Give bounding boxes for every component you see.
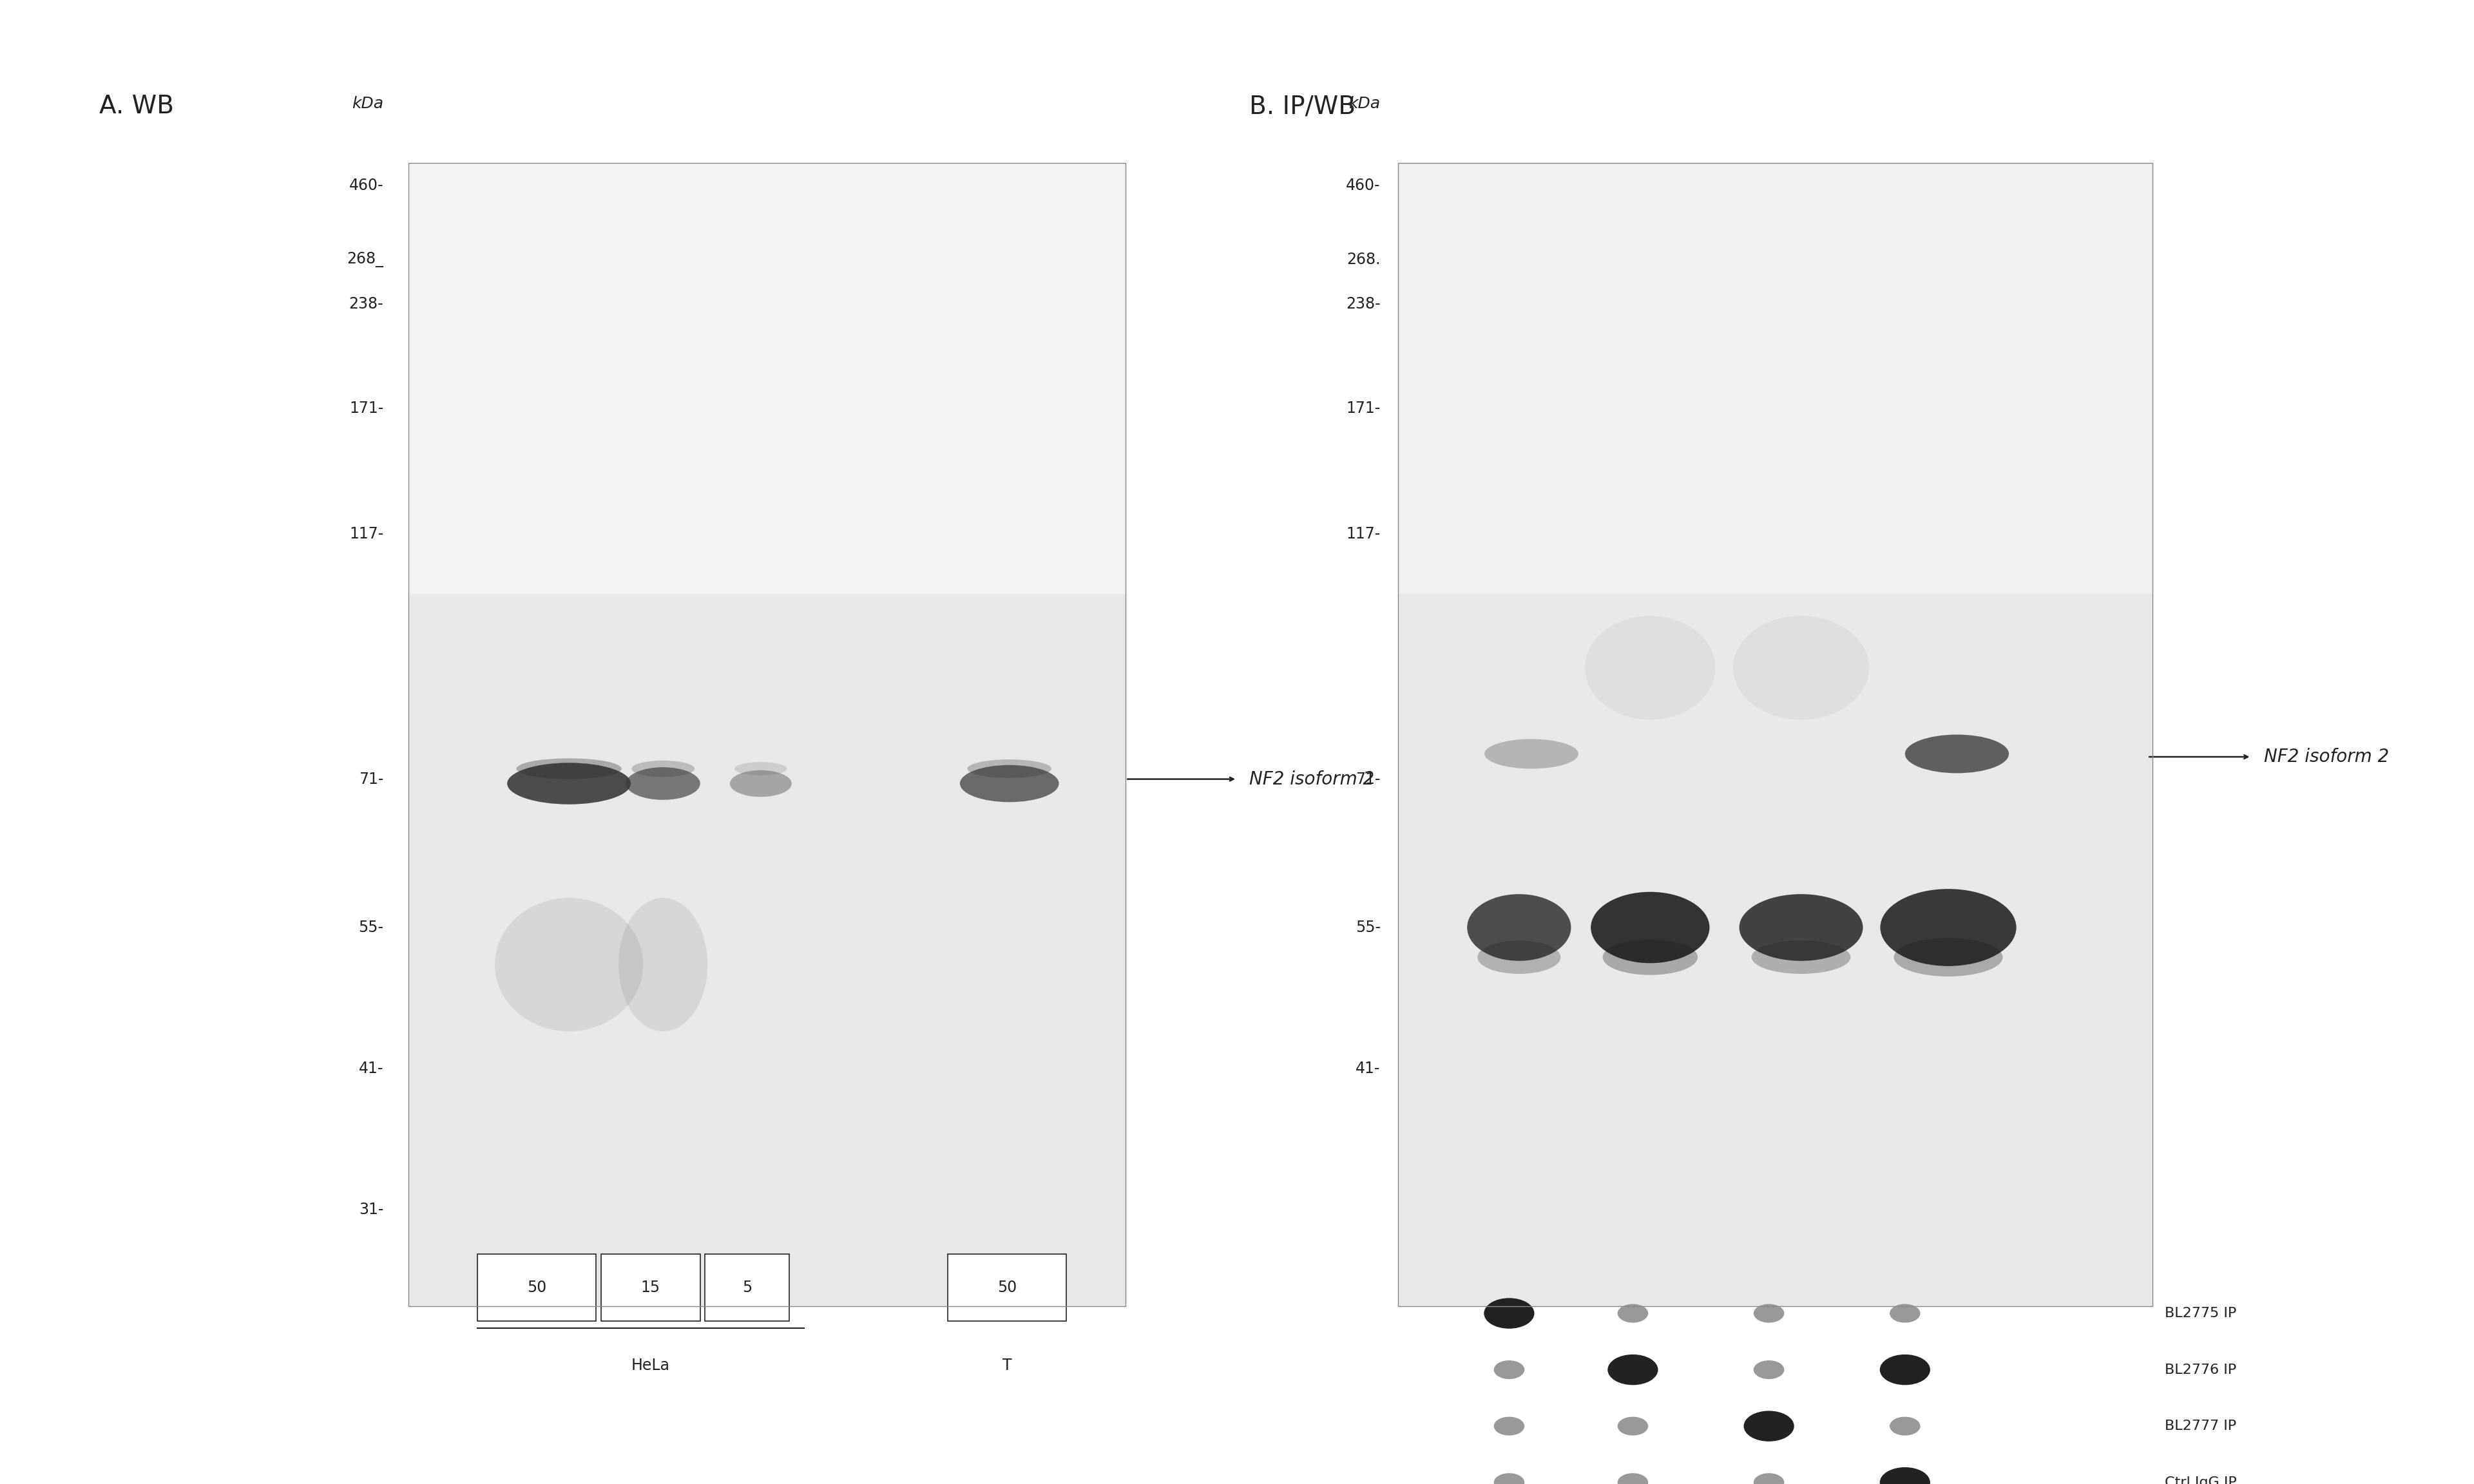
Ellipse shape xyxy=(1586,616,1714,720)
Ellipse shape xyxy=(1477,941,1561,974)
Circle shape xyxy=(1754,1304,1784,1322)
Text: 41-: 41- xyxy=(1356,1061,1380,1076)
Ellipse shape xyxy=(1895,938,2004,976)
Text: 117-: 117- xyxy=(1346,527,1380,542)
Text: 50: 50 xyxy=(527,1279,547,1296)
Bar xyxy=(705,1254,789,1321)
Text: 55-: 55- xyxy=(359,920,383,935)
Ellipse shape xyxy=(1880,889,2016,966)
Bar xyxy=(601,1254,700,1321)
Circle shape xyxy=(1494,1417,1524,1435)
Text: HeLa: HeLa xyxy=(631,1358,670,1373)
Text: BL2775 IP: BL2775 IP xyxy=(2165,1307,2236,1319)
Circle shape xyxy=(1608,1355,1658,1385)
Ellipse shape xyxy=(1467,893,1571,962)
Ellipse shape xyxy=(1752,941,1851,974)
Text: 71-: 71- xyxy=(359,772,383,787)
Text: 5: 5 xyxy=(742,1279,752,1296)
Text: 238-: 238- xyxy=(349,297,383,312)
FancyBboxPatch shape xyxy=(1398,163,2152,594)
Ellipse shape xyxy=(631,760,695,778)
Ellipse shape xyxy=(1905,735,2009,773)
Circle shape xyxy=(1754,1474,1784,1484)
Circle shape xyxy=(1618,1304,1648,1322)
Circle shape xyxy=(1618,1474,1648,1484)
Circle shape xyxy=(1890,1417,1920,1435)
Circle shape xyxy=(1754,1361,1784,1379)
Ellipse shape xyxy=(626,767,700,800)
Circle shape xyxy=(1880,1355,1930,1385)
Circle shape xyxy=(1494,1361,1524,1379)
Text: 50: 50 xyxy=(997,1279,1017,1296)
Ellipse shape xyxy=(1603,939,1697,975)
Ellipse shape xyxy=(618,898,708,1031)
Ellipse shape xyxy=(507,763,631,804)
Bar xyxy=(477,1254,596,1321)
Text: Ctrl IgG IP: Ctrl IgG IP xyxy=(2165,1477,2236,1484)
Text: NF2 isoform 2: NF2 isoform 2 xyxy=(2264,748,2390,766)
Text: BL2777 IP: BL2777 IP xyxy=(2165,1420,2236,1432)
Text: A. WB: A. WB xyxy=(99,95,173,119)
Ellipse shape xyxy=(495,898,643,1031)
Ellipse shape xyxy=(1739,893,1863,962)
FancyBboxPatch shape xyxy=(1398,163,2152,1306)
Circle shape xyxy=(1618,1417,1648,1435)
Ellipse shape xyxy=(517,758,621,779)
Ellipse shape xyxy=(960,766,1059,803)
Ellipse shape xyxy=(1591,892,1710,963)
Text: 71-: 71- xyxy=(1356,772,1380,787)
Ellipse shape xyxy=(1732,616,1870,720)
Text: 55-: 55- xyxy=(1356,920,1380,935)
Ellipse shape xyxy=(1484,739,1578,769)
Circle shape xyxy=(1890,1304,1920,1322)
Text: 268_: 268_ xyxy=(346,252,383,267)
Bar xyxy=(408,163,1126,1306)
FancyBboxPatch shape xyxy=(408,163,1126,594)
Text: kDa: kDa xyxy=(1348,96,1380,111)
Text: T: T xyxy=(1002,1358,1012,1373)
Ellipse shape xyxy=(730,770,792,797)
Ellipse shape xyxy=(735,763,787,775)
Text: BL2776 IP: BL2776 IP xyxy=(2165,1364,2236,1376)
Text: 171-: 171- xyxy=(349,401,383,416)
Bar xyxy=(948,1254,1066,1321)
Text: 171-: 171- xyxy=(1346,401,1380,416)
Circle shape xyxy=(1744,1411,1794,1441)
Circle shape xyxy=(1880,1468,1930,1484)
Text: 238-: 238- xyxy=(1346,297,1380,312)
Text: 268.: 268. xyxy=(1346,252,1380,267)
Text: 460-: 460- xyxy=(1346,178,1380,193)
Text: 41-: 41- xyxy=(359,1061,383,1076)
Text: B. IP/WB: B. IP/WB xyxy=(1249,95,1356,119)
Text: NF2 isoform 2: NF2 isoform 2 xyxy=(1249,770,1376,788)
Circle shape xyxy=(1494,1474,1524,1484)
Text: 31-: 31- xyxy=(359,1202,383,1217)
Text: 15: 15 xyxy=(641,1279,661,1296)
Text: 460-: 460- xyxy=(349,178,383,193)
Circle shape xyxy=(1484,1298,1534,1328)
Text: kDa: kDa xyxy=(351,96,383,111)
Text: 117-: 117- xyxy=(349,527,383,542)
Bar xyxy=(1398,163,2152,1306)
Ellipse shape xyxy=(967,760,1051,778)
FancyBboxPatch shape xyxy=(408,163,1126,1306)
